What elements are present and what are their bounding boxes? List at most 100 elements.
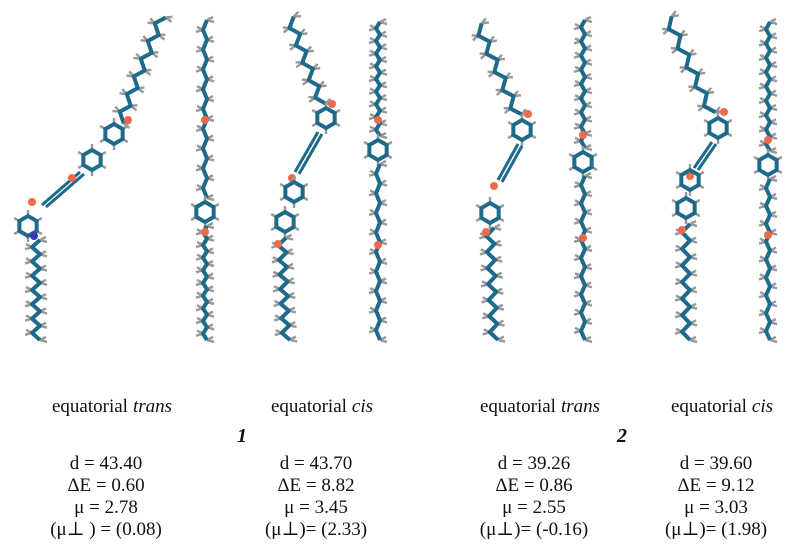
nitrogen: [30, 232, 38, 240]
oxygen: [328, 100, 336, 108]
oxygen: [201, 228, 209, 236]
oxygen: [764, 231, 772, 239]
hydrogen: [520, 108, 527, 116]
property-mu-perp: (μ⊥)= (2.33): [265, 519, 367, 540]
compound-number: 2: [616, 425, 627, 447]
oxygen: [374, 116, 382, 124]
oxygen: [68, 174, 76, 182]
hydrogen: [480, 17, 487, 25]
carbon-chain: [579, 175, 587, 341]
hydrogen: [769, 146, 777, 153]
caption-text: equatorial: [271, 396, 347, 417]
carbon-chain: [201, 224, 209, 342]
property-d: d = 39.60: [680, 453, 752, 474]
property-mu-perp: (μ⊥ ) = (0.08): [50, 519, 162, 540]
property-mu: μ = 3.45: [284, 497, 348, 518]
property-mu-perp: (μ⊥)= (1.98): [665, 519, 767, 540]
benzene-ring: [103, 121, 125, 147]
oxygen: [374, 241, 382, 249]
benzene-ring: [315, 105, 337, 131]
hydrogen: [379, 17, 387, 24]
hydrogen: [285, 233, 293, 239]
oxygen: [482, 228, 490, 236]
linker: [293, 131, 320, 173]
benzene-ring: [479, 200, 501, 226]
hydrogen: [689, 335, 697, 342]
benzene-ring: [17, 213, 39, 239]
hydrogen: [689, 219, 697, 226]
carbon-chain: [117, 15, 167, 125]
property-d: d = 43.40: [70, 453, 142, 474]
isomer: trans: [561, 396, 600, 417]
property-d: d = 39.26: [498, 453, 570, 474]
carbon-chain: [764, 178, 772, 341]
isomer: cis: [352, 396, 373, 417]
benzene-ring: [274, 209, 296, 235]
property-de: ΔE = 9.12: [677, 475, 754, 496]
oxygen: [686, 172, 694, 180]
hydrogen: [493, 223, 501, 229]
benzene-ring: [707, 115, 729, 141]
hydrogen: [584, 143, 592, 150]
property-de: ΔE = 8.82: [277, 475, 354, 496]
hydrogen: [206, 221, 214, 228]
benzene-ring: [757, 152, 779, 178]
caption: equatorial trans: [480, 396, 600, 417]
property-mu: μ = 3.03: [684, 497, 748, 518]
compound-number: 1: [237, 425, 247, 447]
hydrogen: [289, 335, 297, 341]
oxygen: [28, 198, 36, 206]
hydrogen: [39, 335, 47, 342]
oxygen: [764, 136, 772, 144]
linker: [297, 133, 324, 175]
caption-text: equatorial: [671, 396, 747, 417]
benzene-ring: [81, 147, 103, 173]
oxygen: [524, 110, 532, 118]
carbon-chain: [276, 236, 292, 342]
oxygen: [124, 116, 132, 124]
hydrogen: [206, 335, 214, 342]
linker: [496, 143, 520, 181]
carbon-chain: [30, 238, 42, 342]
hydrogen: [769, 174, 777, 181]
oxygen: [678, 226, 686, 234]
hydrogen: [584, 15, 592, 22]
linker: [500, 145, 524, 183]
oxygen: [720, 108, 728, 116]
hydrogen: [292, 10, 300, 18]
caption: equatorial cis: [271, 396, 373, 417]
property-de: ΔE = 0.86: [495, 475, 572, 496]
hydrogen: [670, 10, 677, 18]
oxygen: [490, 182, 498, 190]
carbon-chain: [666, 15, 717, 115]
caption-text: equatorial: [52, 396, 128, 417]
carbon-chain: [201, 19, 209, 199]
benzene-ring: [679, 167, 701, 193]
carbon-chain: [680, 222, 692, 342]
carbon-chain: [287, 15, 327, 106]
hydrogen: [714, 106, 721, 114]
linker: [696, 143, 718, 171]
caption: equatorial cis: [671, 396, 773, 417]
benzene-ring: [367, 137, 389, 163]
isomer: trans: [133, 396, 172, 417]
carbon-chain: [764, 21, 772, 152]
oxygen: [201, 116, 209, 124]
caption: equatorial trans: [52, 396, 172, 417]
benzene-ring: [194, 199, 216, 225]
oxygen: [579, 131, 587, 139]
carbon-chain: [579, 19, 587, 149]
hydrogen: [584, 171, 592, 178]
benzene-ring: [572, 149, 594, 175]
hydrogen: [206, 15, 214, 22]
carbon-chain: [484, 226, 500, 342]
benzene-ring: [675, 195, 697, 221]
property-d: d = 43.70: [280, 453, 352, 474]
hydrogen: [497, 335, 505, 341]
property-mu: μ = 2.78: [74, 497, 138, 518]
oxygen: [579, 234, 587, 242]
property-mu-perp: (μ⊥)= (-0.16): [480, 519, 588, 540]
isomer: cis: [752, 396, 773, 417]
oxygen: [274, 240, 282, 248]
